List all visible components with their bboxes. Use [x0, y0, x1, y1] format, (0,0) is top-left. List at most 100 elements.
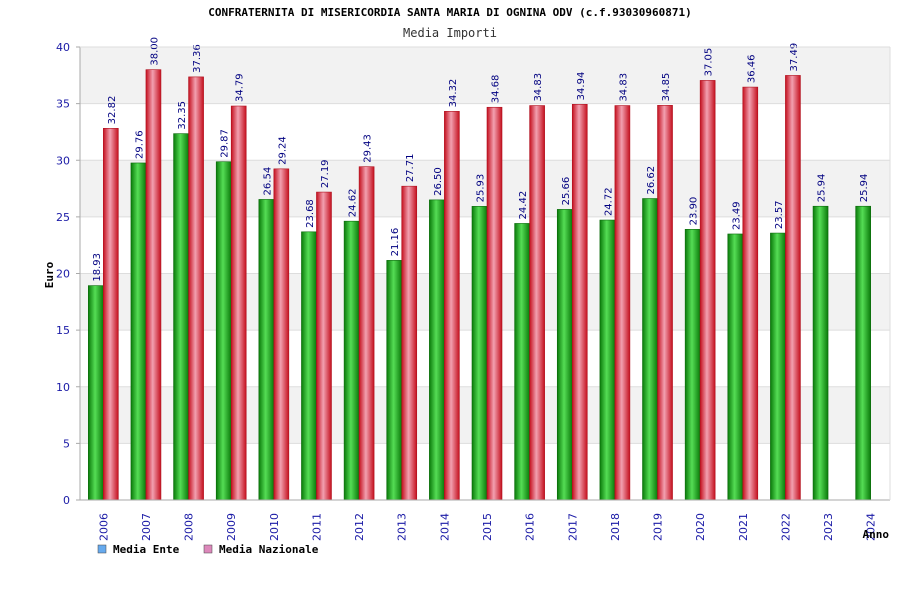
x-tick-label: 2008	[183, 513, 196, 541]
bar-media-ente	[642, 198, 658, 501]
x-tick-label: 2017	[566, 513, 579, 541]
value-label-media-ente: 32.35	[177, 101, 188, 130]
legend-label-media-ente: Media Ente	[113, 543, 180, 556]
bar-media-ente	[215, 161, 232, 501]
bar-media-ente	[556, 209, 573, 501]
bar-media-nazionale	[486, 106, 503, 501]
value-label-media-nazionale: 37.49	[789, 43, 800, 72]
value-label-media-ente: 24.62	[348, 189, 359, 218]
y-tick-label: 15	[56, 324, 70, 337]
y-tick-label: 25	[56, 211, 70, 224]
bar-media-nazionale	[785, 75, 801, 501]
bar-media-ente	[727, 233, 744, 501]
y-tick-label: 40	[56, 41, 70, 54]
bar-media-nazionale	[571, 104, 588, 501]
legend-label-media-nazionale: Media Nazionale	[219, 543, 319, 556]
value-label-media-nazionale: 29.24	[277, 136, 288, 165]
value-label-media-nazionale: 34.32	[448, 79, 459, 108]
value-label-media-ente: 29.76	[134, 130, 145, 159]
bar-media-nazionale	[230, 105, 247, 501]
bar-media-ente	[812, 205, 829, 501]
value-label-media-nazionale: 27.19	[320, 159, 331, 188]
legend: Media Ente Media Nazionale	[97, 543, 319, 556]
y-tick-label: 35	[56, 98, 70, 111]
x-tick-label: 2012	[353, 513, 366, 541]
value-label-media-nazionale: 37.05	[704, 48, 715, 77]
bar-media-nazionale	[401, 185, 418, 501]
legend-swatch-media-nazionale	[203, 544, 213, 554]
bar-media-nazionale	[444, 111, 460, 501]
bar-media-nazionale	[103, 128, 119, 501]
chart-title: CONFRATERNITA DI MISERICORDIA SANTA MARI…	[208, 6, 691, 19]
x-tick-label: 2016	[524, 513, 537, 541]
x-tick-label: 2024	[865, 513, 878, 541]
bar-media-nazionale	[273, 168, 290, 501]
value-label-media-nazionale: 32.82	[107, 96, 118, 125]
value-label-media-nazionale: 29.43	[363, 134, 374, 163]
legend-swatch-media-ente	[97, 544, 107, 554]
bar-media-nazionale	[742, 86, 759, 501]
x-tick-label: 2015	[481, 513, 494, 541]
bar-media-nazionale	[614, 105, 631, 501]
bar-media-nazionale	[316, 191, 332, 501]
bar-media-nazionale	[188, 76, 204, 501]
value-labels-group: 18.93 32.82 29.76 38.00 32.35 37.36 29.87 34.79…	[92, 37, 870, 282]
x-tick-label: 2011	[310, 513, 323, 541]
bar-media-ente	[471, 206, 488, 501]
bar-media-ente	[130, 162, 147, 501]
value-label-media-nazionale: 34.94	[576, 72, 587, 101]
value-label-media-ente: 26.54	[262, 167, 273, 196]
x-tick-label: 2020	[694, 513, 707, 541]
value-label-media-ente: 18.93	[92, 253, 103, 282]
value-label-media-nazionale: 34.79	[235, 73, 246, 102]
chart-subtitle: Media Importi	[403, 26, 497, 40]
value-label-media-ente: 24.42	[518, 191, 529, 220]
x-tick-label: 2014	[438, 513, 451, 541]
value-label-media-ente: 23.90	[689, 197, 700, 226]
x-axis-label: Anno	[863, 528, 890, 541]
value-label-media-ente: 25.66	[561, 177, 572, 206]
x-tick-label: 2010	[268, 513, 281, 541]
x-tick-label: 2021	[737, 513, 750, 541]
bar-media-ente	[429, 199, 445, 501]
x-tick-label: 2018	[609, 513, 622, 541]
value-label-media-ente: 21.16	[390, 228, 401, 257]
value-label-media-nazionale: 27.71	[405, 154, 416, 183]
bar-media-ente	[88, 285, 104, 501]
y-tick-label: 0	[63, 494, 70, 507]
y-axis-label: Euro	[43, 261, 56, 288]
x-tick-label: 2022	[779, 513, 792, 541]
y-tick-label: 10	[56, 381, 70, 394]
value-label-media-ente: 23.68	[305, 199, 316, 228]
bar-media-ente	[173, 133, 189, 501]
value-label-media-nazionale: 34.68	[491, 75, 502, 104]
bar-media-ente	[599, 219, 616, 501]
value-label-media-nazionale: 37.36	[192, 44, 203, 73]
bar-media-ente	[258, 199, 275, 501]
value-label-media-ente: 26.62	[646, 166, 657, 195]
value-label-media-ente: 24.72	[603, 187, 614, 216]
bar-media-ente	[343, 220, 360, 501]
value-label-media-nazionale: 34.83	[618, 73, 629, 102]
axes-group: 0 5 10 15 20 25 30 35 40 2006 2007 2008 2009 2010 2011…	[56, 41, 891, 541]
value-label-media-ente: 25.93	[476, 174, 487, 203]
bar-media-nazionale	[657, 105, 673, 501]
value-label-media-ente: 23.57	[774, 200, 785, 229]
x-tick-label: 2013	[396, 513, 409, 541]
value-label-media-ente: 29.87	[220, 129, 231, 158]
y-tick-label: 5	[63, 437, 70, 450]
value-label-media-ente: 23.49	[731, 201, 742, 230]
x-tick-label: 2019	[652, 513, 665, 541]
bar-media-nazionale	[699, 80, 716, 501]
bar-media-ente	[514, 223, 530, 501]
bar-media-ente	[386, 260, 403, 501]
value-label-media-nazionale: 36.46	[746, 54, 757, 83]
value-label-media-nazionale: 34.83	[533, 73, 544, 102]
bar-media-nazionale	[529, 105, 545, 501]
value-label-media-ente: 25.94	[859, 174, 870, 203]
value-label-media-ente: 26.50	[433, 167, 444, 196]
y-tick-label: 20	[56, 268, 70, 281]
x-tick-label: 2023	[822, 513, 835, 541]
bar-media-nazionale	[358, 166, 375, 501]
